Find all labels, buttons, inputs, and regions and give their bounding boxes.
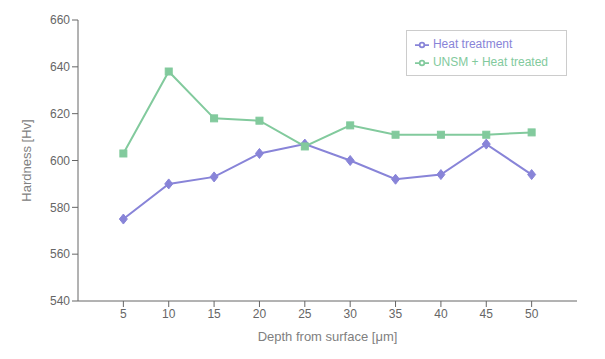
svg-text:25: 25 [298, 307, 312, 321]
svg-text:Depth from surface [μm]: Depth from surface [μm] [258, 329, 398, 344]
svg-text:40: 40 [434, 307, 448, 321]
svg-text:660: 660 [50, 13, 70, 27]
svg-text:540: 540 [50, 294, 70, 308]
svg-text:45: 45 [480, 307, 494, 321]
html-text:Heat treatment: Heat treatment [432, 37, 513, 51]
svg-text:10: 10 [162, 307, 176, 321]
svg-text:620: 620 [50, 107, 70, 121]
svg-text:640: 640 [50, 60, 70, 74]
svg-text:15: 15 [207, 307, 221, 321]
svg-text:35: 35 [389, 307, 403, 321]
svg-text:580: 580 [50, 201, 70, 215]
svg-text:560: 560 [50, 247, 70, 261]
svg-text:5: 5 [120, 307, 127, 321]
html-text:UNSM + Heat treated: UNSM + Heat treated [432, 55, 548, 69]
svg-text:30: 30 [344, 307, 358, 321]
svg-text:Hardness [Hv]: Hardness [Hv] [19, 119, 34, 201]
svg-text:600: 600 [50, 154, 70, 168]
svg-text:20: 20 [253, 307, 267, 321]
svg-text:50: 50 [525, 307, 539, 321]
